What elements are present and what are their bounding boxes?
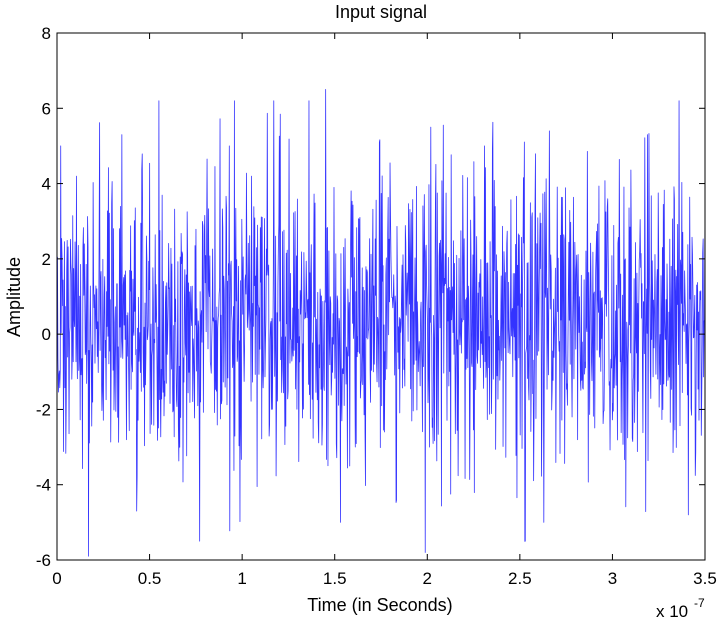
y-tick-label: -2 bbox=[36, 400, 51, 419]
x-multiplier-base: x 10 bbox=[656, 602, 688, 621]
y-tick-label: 0 bbox=[42, 325, 51, 344]
y-tick-label: 6 bbox=[42, 99, 51, 118]
x-tick-label: 0 bbox=[52, 569, 61, 588]
plot-frame bbox=[56, 32, 706, 561]
signal-line bbox=[56, 89, 706, 557]
x-axis-ticks: 0 0.5 1 1.5 2 2.5 3 3.5 bbox=[52, 33, 717, 588]
y-tick-label: 4 bbox=[42, 175, 51, 194]
x-tick-label: 3.5 bbox=[693, 569, 717, 588]
x-tick-label: 2 bbox=[423, 569, 432, 588]
plot-area bbox=[56, 32, 706, 561]
x-tick-label: 0.5 bbox=[138, 569, 162, 588]
y-tick-label: -4 bbox=[36, 476, 51, 495]
x-axis-multiplier: x 10 -7 bbox=[656, 596, 705, 621]
y-axis-ticks: -6 -4 -2 0 2 4 6 8 bbox=[36, 24, 705, 570]
x-multiplier-exponent: -7 bbox=[694, 596, 705, 610]
x-tick-label: 2.5 bbox=[508, 569, 532, 588]
x-axis-title: Time (in Seconds) bbox=[307, 595, 452, 615]
y-tick-label: 8 bbox=[42, 24, 51, 43]
chart-title: Input signal bbox=[335, 2, 427, 22]
x-tick-label: 1.5 bbox=[323, 569, 347, 588]
x-tick-label: 1 bbox=[237, 569, 246, 588]
y-tick-label: -6 bbox=[36, 551, 51, 570]
x-tick-label: 3 bbox=[608, 569, 617, 588]
y-axis-title: Amplitude bbox=[4, 257, 24, 337]
y-tick-label: 2 bbox=[42, 250, 51, 269]
